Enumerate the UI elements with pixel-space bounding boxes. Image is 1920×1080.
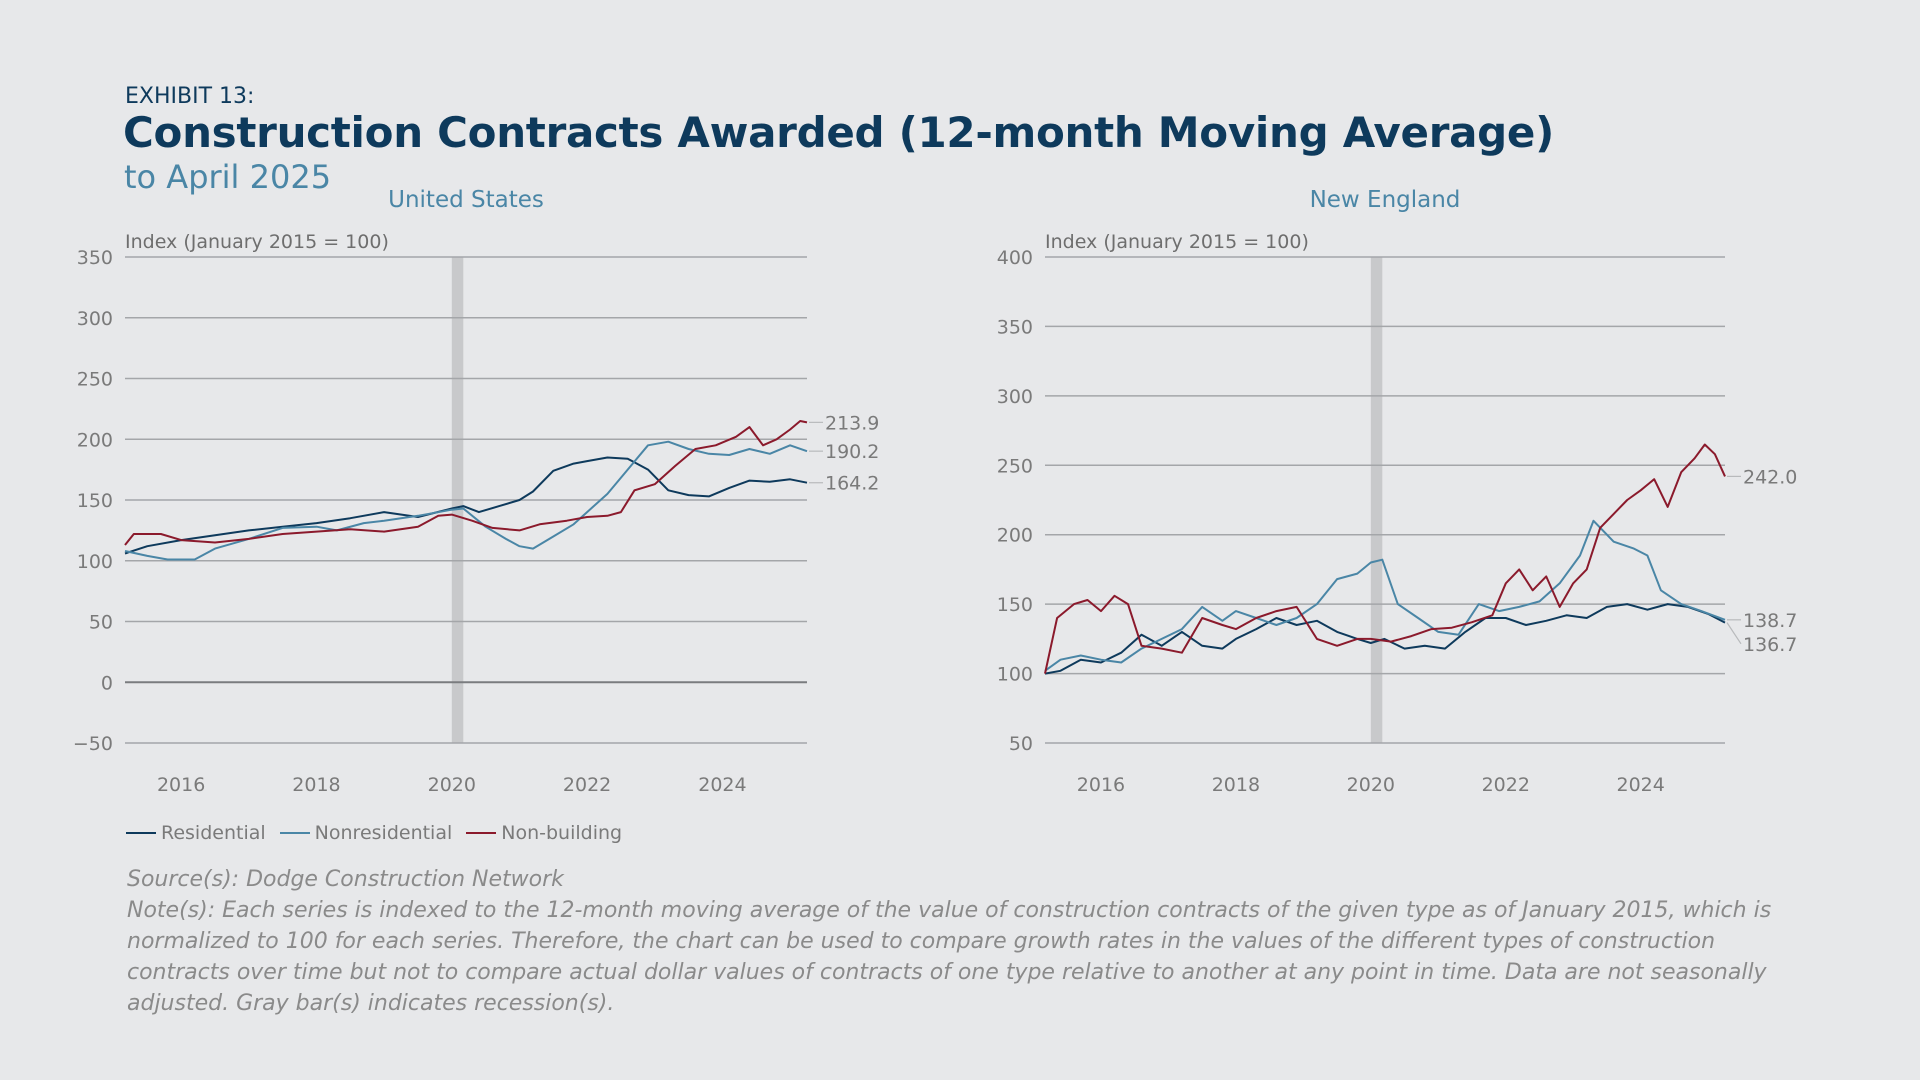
- panel-1-y-tick-label: 50: [1009, 733, 1033, 755]
- panel-1-y-tick-label: 150: [997, 594, 1033, 616]
- panel-1-x-tick-label: 2018: [1212, 774, 1260, 796]
- panel-1-y-tick-label: 400: [997, 247, 1033, 269]
- panel-0-series-residential: [124, 456, 808, 555]
- panel-1-y-tick-label: 300: [997, 386, 1033, 408]
- panel-0-series-non-building: [124, 420, 808, 546]
- panel-1-y-tick-label: 100: [997, 664, 1033, 686]
- panel-1-series-nonresidential: [1044, 519, 1726, 672]
- panel-1-series-non-building: [1044, 443, 1726, 674]
- panel-0-y-tick-label: 200: [77, 429, 113, 451]
- legend-item-residential: Residential: [126, 822, 266, 844]
- panel-1-x-tick-label: 2020: [1347, 774, 1395, 796]
- panel-0-title: United States: [388, 187, 544, 213]
- source-note: Source(s): Dodge Construction Network: [127, 867, 564, 892]
- panel-1-y-tick-label: 200: [997, 525, 1033, 547]
- methodology-note: Note(s): Each series is indexed to the 1…: [127, 898, 1772, 1016]
- panel-0-y-tick-label: 0: [101, 672, 113, 694]
- legend-label-non-building: Non-building: [501, 822, 623, 844]
- panel-0-x-tick-label: 2016: [157, 774, 205, 796]
- panel-0-end-label-nonresidential: 190.2: [825, 441, 879, 463]
- panel-0-y-tick-label: 350: [77, 247, 113, 269]
- panel-0-y-tick-label: 300: [77, 308, 113, 330]
- legend-label-residential: Residential: [161, 822, 266, 844]
- panel-0-end-label-residential: 164.2: [825, 473, 879, 495]
- panel-0-y-tick-label: 150: [77, 490, 113, 512]
- panel-0-x-tick-label: 2024: [698, 774, 746, 796]
- panel-0-x-tick-label: 2020: [428, 774, 476, 796]
- legend-swatch-nonresidential: [279, 832, 310, 834]
- legend-item-non-building: Non-building: [466, 822, 622, 844]
- chart-subtitle: to April 2025: [124, 158, 332, 196]
- panel-1-x-tick-label: 2016: [1077, 774, 1125, 796]
- panel-1-y-axis-label: Index (January 2015 = 100): [1045, 231, 1309, 253]
- panel-1-end-label-residential: 136.7: [1743, 634, 1797, 656]
- panel-0-y-tick-label: 250: [77, 369, 113, 391]
- panel-0-x-tick-label: 2022: [563, 774, 611, 796]
- panel-0-y-tick-label: 50: [89, 612, 113, 634]
- legend-label-nonresidential: Nonresidential: [314, 822, 453, 844]
- exhibit-label: EXHIBIT 13:: [125, 84, 255, 109]
- chart-title: Construction Contracts Awarded (12-month…: [123, 108, 1554, 157]
- legend-swatch-residential: [126, 832, 156, 834]
- panel-1-end-label-leader: [1726, 622, 1742, 645]
- panel-1-y-tick-label: 350: [997, 316, 1033, 338]
- panel-1-x-tick-label: 2024: [1616, 774, 1664, 796]
- panel-1-title: New England: [1310, 187, 1461, 213]
- legend: Residential Nonresidential Non-building: [126, 822, 622, 844]
- legend-swatch-non-building: [466, 832, 497, 834]
- panel-1-series-residential: [1044, 603, 1726, 675]
- panel-0-x-tick-label: 2018: [292, 774, 340, 796]
- panel-1-end-label-non-building: 242.0: [1743, 466, 1797, 488]
- panel-1-x-tick-label: 2022: [1482, 774, 1530, 796]
- footnotes: Source(s): Dodge Construction Network No…: [127, 864, 1817, 1019]
- panel-1-y-tick-label: 250: [997, 455, 1033, 477]
- panel-0-end-label-non-building: 213.9: [825, 412, 879, 434]
- panel-1-end-label-nonresidential: 138.7: [1743, 610, 1797, 632]
- panel-1-recession-bar: [1370, 257, 1383, 743]
- legend-item-nonresidential: Nonresidential: [279, 822, 453, 844]
- panel-0-y-axis-label: Index (January 2015 = 100): [125, 231, 389, 253]
- panel-0-y-tick-label: 100: [77, 551, 113, 573]
- panel-0-y-tick-label: −50: [73, 733, 113, 755]
- panel-0-series-nonresidential: [124, 440, 808, 561]
